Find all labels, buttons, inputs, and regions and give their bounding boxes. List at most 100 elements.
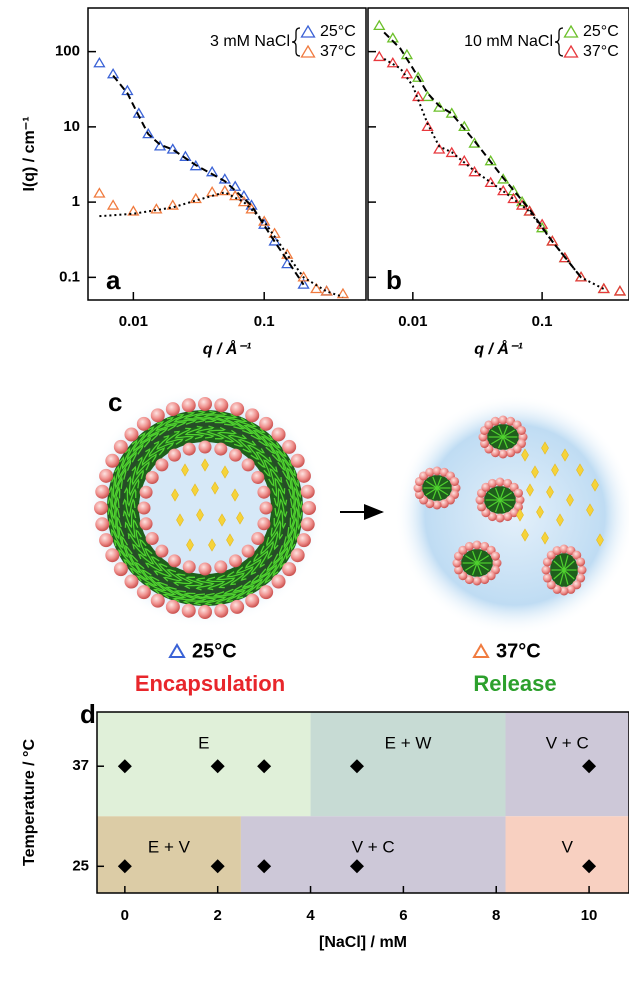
x-tick-label: 8 <box>492 907 500 924</box>
data-point <box>117 859 132 874</box>
tail <box>131 465 144 486</box>
tail <box>502 429 515 438</box>
temperature: 25°C <box>192 640 237 662</box>
cargo <box>516 508 524 522</box>
head-group <box>257 485 271 499</box>
head-group <box>271 574 286 589</box>
tail <box>237 439 257 453</box>
tail <box>215 574 236 589</box>
region-label: E + V <box>148 838 191 857</box>
cargo <box>211 481 219 495</box>
head-group <box>165 599 180 614</box>
head-group <box>136 585 151 600</box>
head-group <box>472 540 482 550</box>
cargo <box>221 465 229 479</box>
tail <box>432 487 438 500</box>
head-group <box>230 402 245 417</box>
cargo <box>236 511 244 525</box>
data-point <box>106 199 120 210</box>
marker-icon <box>472 643 490 658</box>
tail <box>273 546 289 569</box>
tail <box>156 435 175 451</box>
data-point <box>349 759 364 774</box>
region-label: E <box>198 733 209 752</box>
head-group <box>150 408 165 423</box>
data-point <box>189 192 202 204</box>
head-group <box>576 557 586 567</box>
tail <box>559 569 565 585</box>
tail <box>465 562 478 571</box>
data-point <box>210 859 225 874</box>
head-group <box>198 397 212 411</box>
cargo <box>541 441 549 455</box>
head-group <box>245 408 260 423</box>
tail <box>193 593 217 606</box>
data-point <box>210 759 225 774</box>
panel-label: b <box>386 265 402 295</box>
tail <box>278 536 293 561</box>
phase-region <box>505 712 629 817</box>
tail <box>241 578 264 596</box>
head-group <box>464 575 474 585</box>
head-group <box>475 495 485 505</box>
cargo <box>186 538 194 552</box>
tail <box>182 592 207 605</box>
tail <box>260 540 274 560</box>
data-point <box>349 859 364 874</box>
head-group <box>271 427 286 442</box>
tail <box>244 558 262 576</box>
tail <box>222 588 247 603</box>
x-tick-label: 10 <box>581 907 598 924</box>
tail <box>212 591 237 605</box>
tail <box>271 477 286 498</box>
mid <box>118 421 292 595</box>
tail <box>107 496 120 520</box>
tail <box>148 440 166 458</box>
tail <box>126 476 140 497</box>
caption: Encapsulation <box>135 671 285 696</box>
tail <box>268 442 288 463</box>
tail <box>250 571 271 591</box>
head-group <box>552 546 562 556</box>
legend-label: 37°C <box>583 43 619 60</box>
data-point <box>218 184 231 196</box>
tail <box>288 476 302 501</box>
head-group <box>181 398 196 413</box>
head-group <box>495 477 505 487</box>
head-group <box>257 517 271 531</box>
tail <box>273 487 288 508</box>
head-group <box>251 471 265 484</box>
tail <box>246 444 266 460</box>
head-group <box>464 541 474 551</box>
head-group <box>94 501 108 515</box>
legend-label: 37°C <box>320 43 356 60</box>
head-group <box>458 545 468 555</box>
x-axis-label: [NaCl] / mM <box>319 934 407 951</box>
tail <box>173 573 194 587</box>
head-group <box>452 558 462 568</box>
tail <box>273 509 287 529</box>
data-point <box>484 176 497 188</box>
data-point <box>229 180 242 191</box>
tail <box>255 451 273 469</box>
plot-frame <box>87 7 367 301</box>
tail <box>465 555 478 564</box>
data-point <box>613 285 627 296</box>
y-tick-label: 1 <box>72 193 80 210</box>
phase-region <box>97 712 311 817</box>
tail <box>260 435 281 455</box>
phase-region <box>240 816 506 893</box>
tail <box>121 447 137 470</box>
tail <box>436 476 442 489</box>
panel-label: d <box>80 699 96 729</box>
tail <box>268 468 283 487</box>
tail <box>122 553 142 574</box>
data-point <box>458 154 471 166</box>
tail <box>216 429 237 443</box>
tail <box>499 492 512 501</box>
tail <box>193 410 217 423</box>
caption: Release <box>473 671 556 696</box>
tail <box>497 425 504 438</box>
head-group <box>198 562 212 576</box>
